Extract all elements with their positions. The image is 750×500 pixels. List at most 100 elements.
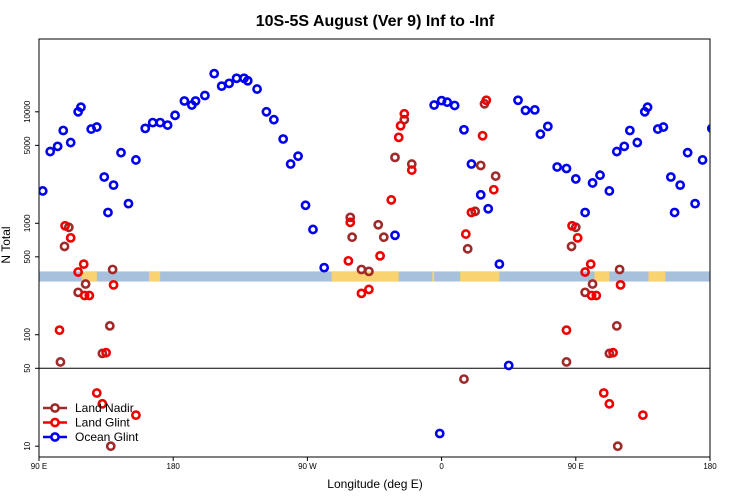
plot-area: 90 E 180 90 W 0 90 E 180 10 50 100 500 1000 5000 100…: [23, 38, 723, 471]
ocean-glint-point: [108, 180, 119, 191]
land-glint-point: [364, 284, 374, 295]
x-tick-label: 90 E: [31, 462, 47, 471]
land-nadir-point: [364, 266, 374, 277]
ocean-glint-point: [690, 198, 700, 209]
land-nadir-point: [462, 243, 473, 254]
ocean-glint-point: [116, 147, 126, 158]
y-tick-label: 10: [23, 441, 32, 450]
y-tick-label: 100: [23, 328, 32, 342]
ocean-glint-point: [675, 180, 686, 191]
land-nadir-point: [561, 357, 572, 367]
legend-label: Land Glint: [75, 416, 130, 430]
land-glint-point: [395, 120, 406, 131]
ocean-glint-point: [542, 121, 553, 132]
ocean-glint-point: [252, 84, 262, 94]
land-glint-point: [460, 229, 471, 239]
land-glint-point: [78, 259, 89, 270]
land-nadir-point: [490, 171, 501, 181]
ocean-glint-point: [475, 189, 486, 200]
x-tick-label: 0: [439, 462, 444, 471]
land-glint-point: [84, 290, 95, 301]
ocean-glint-point: [224, 78, 235, 89]
land-nadir-point: [105, 441, 116, 452]
land-glint-point: [65, 232, 76, 243]
land-glint-point: [406, 165, 417, 175]
ocean-glint-point: [466, 159, 477, 169]
land-segment: [460, 271, 500, 282]
ocean-glint-point: [131, 155, 141, 165]
land-glint-point: [591, 290, 602, 301]
ocean-glint-point: [300, 200, 311, 211]
x-tick-label: 90 E: [568, 462, 584, 471]
ocean-glint-point: [595, 170, 605, 181]
ocean-glint-point: [570, 174, 581, 184]
y-tick-label: 1000: [23, 214, 32, 232]
ocean-glint-point: [716, 119, 723, 126]
ocean-glint-point: [665, 172, 676, 182]
land-nadir-point: [611, 321, 622, 331]
y-tick-label: 50: [23, 363, 32, 372]
y-axis-label: N Total: [0, 226, 13, 263]
land-glint-point: [604, 398, 615, 409]
ocean-glint-point: [308, 224, 318, 235]
ocean-glint-point: [58, 125, 69, 136]
ocean-glint-point: [442, 97, 453, 108]
x-tick-label: 180: [167, 462, 181, 471]
legend-swatch-marker: [50, 403, 60, 413]
ocean-glint-point: [190, 96, 201, 106]
land-nadir-point: [107, 264, 118, 275]
ocean-glint-point: [580, 207, 591, 218]
ocean-glint-point: [45, 146, 56, 157]
ocean-glint-point: [99, 172, 110, 182]
ocean-glint-point: [285, 159, 296, 169]
land-segment: [331, 271, 399, 282]
legend-label: Land Nadir: [75, 401, 134, 415]
ocean-glint-point: [706, 123, 710, 133]
ocean-glint-point: [242, 75, 253, 86]
ocean-glint-point: [429, 100, 440, 110]
ocean-glint-point: [261, 106, 272, 117]
land-nadir-point: [104, 321, 115, 331]
land-segment: [594, 271, 610, 282]
plot-frame: [38, 38, 711, 458]
ocean-glint-point: [52, 141, 63, 152]
land-glint-point: [567, 220, 577, 231]
ocean-glint-point: [147, 117, 158, 128]
land-glint-point: [375, 250, 385, 261]
ocean-glint-point: [697, 155, 708, 165]
land-glint-point: [488, 184, 499, 195]
ocean-glint-point: [155, 117, 166, 128]
land-glint-point: [131, 410, 141, 421]
ocean-glint-point: [624, 125, 635, 136]
land-glint-point: [79, 290, 90, 301]
y-tick-label: 5000: [23, 136, 32, 154]
ocean-glint-point: [434, 428, 445, 439]
land-nadir-point: [614, 264, 625, 275]
land-nadir-point: [459, 374, 469, 384]
land-glint-point: [598, 388, 609, 398]
land-nadir-point: [566, 241, 577, 252]
land-glint-point: [386, 195, 397, 205]
ocean-glint-point: [529, 105, 540, 115]
land-glint-point: [615, 279, 626, 290]
land-glint-point: [477, 130, 488, 141]
ocean-glint-point: [39, 186, 48, 196]
land-glint-point: [585, 259, 596, 270]
y-tick-label: 500: [23, 250, 32, 264]
land-nadir-point: [347, 232, 358, 243]
land-glint-point: [97, 398, 108, 409]
ocean-glint-point: [642, 102, 653, 113]
ocean-glint-point: [199, 90, 210, 101]
legend-label: Ocean Glint: [75, 430, 139, 444]
ocean-glint-point: [268, 114, 279, 125]
x-tick-label: 90 W: [298, 462, 317, 471]
land-segment: [432, 271, 435, 282]
ocean-glint-point: [209, 68, 220, 79]
legend-swatch-marker: [50, 417, 60, 428]
ocean-glint-point: [140, 123, 151, 134]
land-glint-point: [54, 325, 65, 336]
land-glint-point: [91, 388, 102, 398]
land-glint-point: [561, 325, 572, 336]
land-glint-point: [608, 347, 618, 358]
